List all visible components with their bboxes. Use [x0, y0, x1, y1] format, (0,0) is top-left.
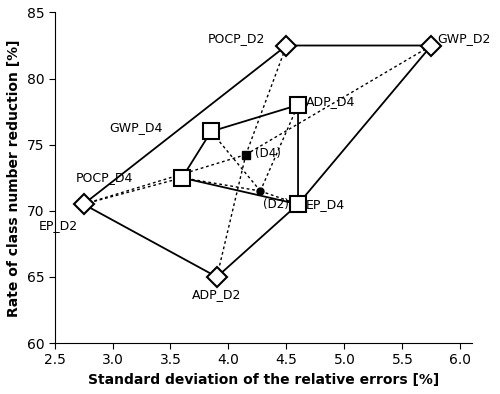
- Text: GWP_D4: GWP_D4: [109, 121, 162, 134]
- Y-axis label: Rate of class number reduction [%]: Rate of class number reduction [%]: [7, 39, 21, 316]
- Text: EP_D4: EP_D4: [306, 198, 346, 211]
- X-axis label: Standard deviation of the relative errors [%]: Standard deviation of the relative error…: [88, 373, 439, 387]
- Text: (D2): (D2): [263, 198, 289, 211]
- Text: POCP_D2: POCP_D2: [208, 32, 266, 45]
- Text: POCP_D4: POCP_D4: [76, 171, 134, 184]
- Text: EP_D2: EP_D2: [38, 219, 78, 232]
- Text: (D4): (D4): [255, 147, 281, 160]
- Text: ADP_D4: ADP_D4: [306, 95, 356, 108]
- Text: GWP_D2: GWP_D2: [437, 32, 490, 45]
- Text: ADP_D2: ADP_D2: [192, 288, 242, 301]
